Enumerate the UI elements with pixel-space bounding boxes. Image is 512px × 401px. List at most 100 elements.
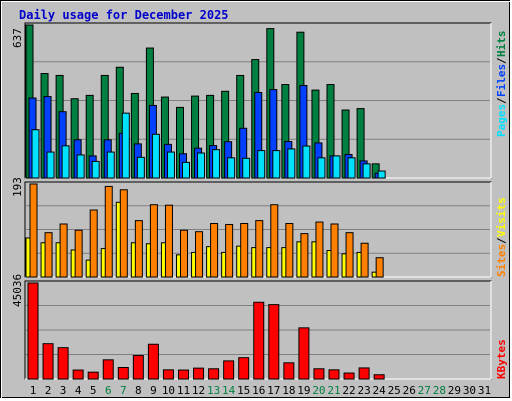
sites-bar xyxy=(134,220,143,278)
x-tick-label: 20 xyxy=(312,384,325,397)
legend-kbytes: KBytes xyxy=(495,339,508,379)
sites-bar xyxy=(195,231,204,278)
x-tick-label: 29 xyxy=(448,384,461,397)
sites-bar xyxy=(255,220,264,278)
sites-bar xyxy=(315,221,324,278)
pages-bar xyxy=(332,155,341,179)
sites-bar xyxy=(240,223,249,278)
sites-bar xyxy=(225,223,234,278)
sites-bar xyxy=(74,229,83,278)
legend-visits: Visits xyxy=(495,197,508,237)
pages-bar xyxy=(197,152,206,179)
x-tick-label: 15 xyxy=(237,384,250,397)
pages-bar xyxy=(121,112,130,179)
x-tick-label: 2 xyxy=(45,384,52,397)
kbytes-bar xyxy=(343,372,355,380)
x-tick-label: 6 xyxy=(105,384,112,397)
pages-bar xyxy=(182,161,190,179)
x-tick-label: 3 xyxy=(60,384,67,397)
kbytes-bar xyxy=(72,369,84,380)
pages-bar xyxy=(212,149,221,179)
x-tick-label: 28 xyxy=(433,384,446,397)
kbytes-bar xyxy=(208,368,220,380)
kbytes-bar xyxy=(283,362,295,380)
pages-bar xyxy=(347,157,356,179)
kbytes-bar xyxy=(132,355,144,380)
pages-bar xyxy=(106,151,115,179)
pages-bar xyxy=(76,154,85,179)
pages-bar xyxy=(151,133,160,179)
pages-bar xyxy=(317,157,326,179)
x-tick-label: 23 xyxy=(357,384,370,397)
kbytes-bar xyxy=(223,360,235,380)
pages-bar xyxy=(257,150,266,179)
pages-bar xyxy=(242,157,251,179)
pages-bar xyxy=(302,145,311,179)
legend-files: Files xyxy=(495,64,508,97)
x-tick-label: 16 xyxy=(252,384,265,397)
legend-hits: Hits xyxy=(495,31,508,58)
legend-sites: Sites xyxy=(495,244,508,277)
x-tick-label: 11 xyxy=(177,384,190,397)
pages-bar xyxy=(31,129,40,179)
kbytes-bar xyxy=(238,357,250,380)
kbytes-bar xyxy=(147,343,159,380)
pages-bar xyxy=(61,145,70,179)
x-tick-label: 27 xyxy=(418,384,431,397)
sites-bar xyxy=(345,232,354,278)
x-tick-label: 24 xyxy=(373,384,387,397)
kbytes-bar xyxy=(193,367,205,380)
legend-separator: / xyxy=(495,57,508,64)
chart-title: Daily usage for December 2025 xyxy=(19,8,229,22)
x-tick-label: 5 xyxy=(90,384,97,397)
sites-bar xyxy=(360,242,369,278)
sites-bar xyxy=(149,204,158,278)
kbytes-bar xyxy=(42,343,54,380)
pages-bar xyxy=(362,163,371,179)
kbytes-bar xyxy=(328,369,340,380)
x-tick-label: 18 xyxy=(282,384,295,397)
pages-bar xyxy=(272,150,281,179)
sites-bar xyxy=(119,189,128,278)
kbytes-bar xyxy=(268,304,280,380)
x-tick-label: 17 xyxy=(267,384,280,397)
pages-bar xyxy=(91,160,100,179)
sites-bar xyxy=(300,233,309,278)
sites-bar xyxy=(285,223,294,278)
x-tick-label: 21 xyxy=(327,384,340,397)
legend-separator: / xyxy=(495,97,508,104)
sites-bar xyxy=(210,223,219,278)
pages-bar xyxy=(136,156,145,179)
x-tick-label: 10 xyxy=(162,384,175,397)
x-tick-label: 26 xyxy=(403,384,416,397)
kbytes-bar xyxy=(57,347,69,380)
x-tick-label: 14 xyxy=(222,384,236,397)
pages-bar xyxy=(287,148,296,179)
kbytes-bar xyxy=(358,367,370,380)
sites-bar xyxy=(270,204,279,278)
y-max-label: 637 xyxy=(11,28,24,48)
kbytes-bar xyxy=(117,366,129,380)
kbytes-bar xyxy=(373,374,385,380)
x-tick-label: 31 xyxy=(478,384,491,397)
x-tick-label: 19 xyxy=(297,384,310,397)
pages-bar xyxy=(377,170,386,179)
sites-bar xyxy=(330,223,339,278)
sites-bar xyxy=(44,232,53,278)
kbytes-bar xyxy=(298,327,310,380)
x-tick-label: 7 xyxy=(120,384,127,397)
y-max-label: 193 xyxy=(11,177,24,197)
kbytes-bar xyxy=(102,359,114,380)
x-tick-label: 4 xyxy=(75,384,82,397)
y-max-label: 45036 xyxy=(11,274,24,307)
pages-bar xyxy=(166,151,175,179)
x-tick-label: 22 xyxy=(342,384,355,397)
x-tick-label: 25 xyxy=(388,384,401,397)
kbytes-bar xyxy=(87,371,99,380)
sites-bar xyxy=(89,209,98,278)
kbytes-bar xyxy=(313,368,325,380)
x-tick-label: 30 xyxy=(463,384,476,397)
sites-bar xyxy=(104,185,113,278)
pages-bar xyxy=(46,151,55,179)
kbytes-bar xyxy=(178,369,189,380)
